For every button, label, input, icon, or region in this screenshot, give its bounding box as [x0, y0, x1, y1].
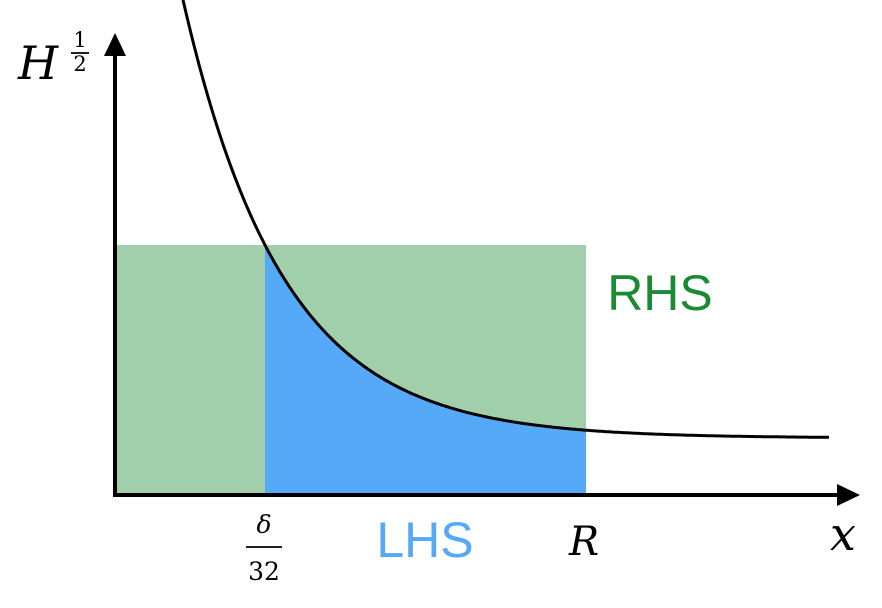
lhs-label: LHS: [376, 512, 473, 568]
decay-curve: [181, 0, 829, 439]
y-axis-arrowhead: [104, 33, 126, 56]
tick-delta-denominator: 32: [248, 557, 280, 586]
x-axis-label: x: [830, 507, 856, 561]
y-exponent-denominator: 2: [73, 52, 86, 76]
y-exponent-numerator: 1: [73, 28, 86, 52]
tick-delta-numerator: δ: [256, 510, 271, 539]
lhs-region: [265, 245, 586, 495]
tick-r-label: R: [568, 519, 599, 565]
rhs-label: RHS: [607, 265, 713, 321]
x-axis-arrowhead: [837, 484, 860, 506]
y-axis-label: H: [17, 36, 59, 90]
